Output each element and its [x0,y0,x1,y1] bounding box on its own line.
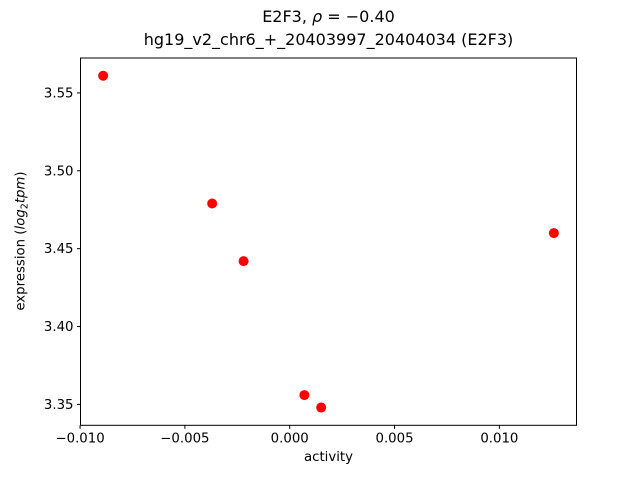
y-tick-label: 3.55 [44,86,74,101]
rho-symbol: ρ [312,7,323,26]
y-tick-label: 3.50 [44,164,74,179]
plot-title-line1: E2F3, ρ = −0.40 [80,6,577,29]
x-axis-label: activity [303,450,353,465]
y-tick-label: 3.35 [44,398,74,413]
x-tick-label: 0.005 [375,431,413,446]
ylabel-subscript: 2 [19,203,31,210]
data-point [548,228,559,239]
y-axis-label: expression (log2tpm) [13,171,31,311]
data-point [238,256,249,267]
data-point [316,402,327,413]
y-tick-label: 3.40 [44,320,74,335]
x-tick-label: 0.000 [271,431,309,446]
ylabel-log: log [13,209,29,230]
data-point [98,70,109,81]
y-tick-label: 3.45 [44,242,74,257]
x-tick-label: 0.010 [480,431,518,446]
title-rho-value: = −0.40 [322,7,395,26]
x-tick-label: −0.005 [160,431,209,446]
data-point [299,390,310,401]
plot-title-line2: hg19_v2_chr6_+_20403997_20404034 (E2F3) [143,29,514,49]
ylabel-unit: tpm [13,176,29,204]
title-gene-label: E2F3, [262,7,313,26]
axes-spines [80,57,577,426]
plot-title: E2F3, ρ = −0.40 hg19_v2_chr6_+_20403997_… [80,6,577,51]
x-tick-label: −0.010 [55,431,104,446]
data-point [207,198,218,209]
